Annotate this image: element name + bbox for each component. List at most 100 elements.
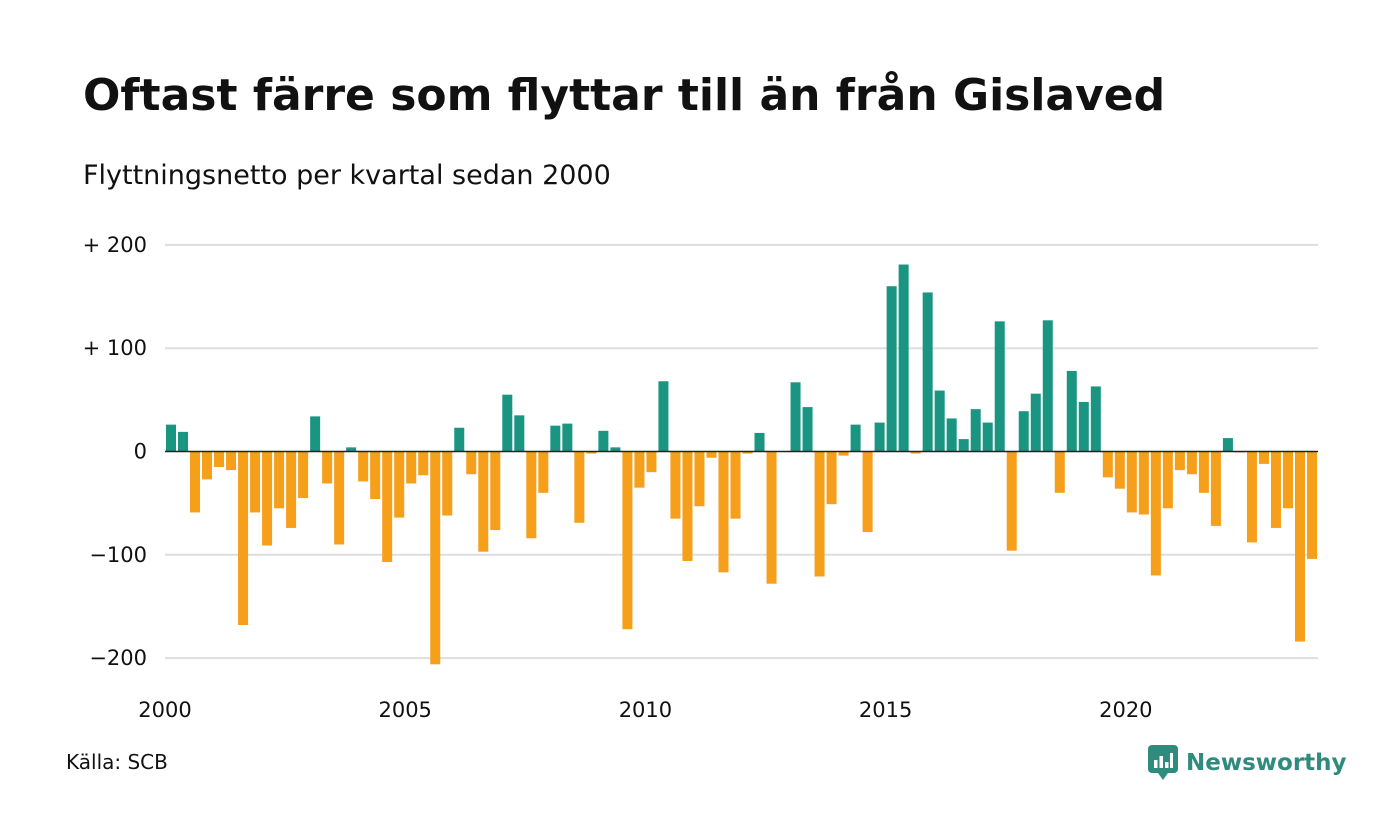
bar <box>826 451 837 505</box>
bar <box>766 451 777 584</box>
bar <box>358 451 369 482</box>
bar <box>874 422 885 452</box>
bar <box>262 451 273 546</box>
y-tick-label: + 100 <box>83 336 147 360</box>
bar <box>886 286 897 452</box>
bar <box>694 451 705 507</box>
x-tick-label: 2020 <box>1099 698 1152 722</box>
bar <box>862 451 873 533</box>
bar <box>166 424 177 452</box>
brand-name: Newsworthy <box>1186 750 1347 776</box>
bar <box>250 451 261 513</box>
bar <box>502 394 513 452</box>
bar <box>394 451 405 518</box>
y-tick-label: −100 <box>89 543 147 567</box>
bar <box>430 451 441 665</box>
bar <box>286 451 297 528</box>
bar <box>634 451 645 488</box>
bar <box>1246 451 1257 543</box>
bar <box>730 451 741 519</box>
bar <box>622 451 633 630</box>
bar <box>1198 451 1209 493</box>
y-tick-label: −200 <box>89 646 147 670</box>
bar <box>742 451 753 454</box>
bar <box>202 451 213 480</box>
bar <box>322 451 333 484</box>
bar <box>1006 451 1017 551</box>
chart-title: Oftast färre som flyttar till än från Gi… <box>83 70 1166 121</box>
bar <box>850 424 861 452</box>
bar <box>1150 451 1161 576</box>
bar <box>538 451 549 493</box>
bar <box>610 447 621 452</box>
bars <box>166 264 1317 665</box>
bar <box>658 381 669 452</box>
bar <box>1054 451 1065 493</box>
bar <box>478 451 489 552</box>
bar <box>1222 438 1233 452</box>
bar <box>274 451 285 509</box>
bar <box>454 427 465 452</box>
bar <box>898 264 909 452</box>
bar <box>226 451 237 471</box>
y-axis-tick-labels: + 200 + 100 0 −100 −200 <box>83 233 147 670</box>
bar <box>1090 386 1101 452</box>
bar <box>682 451 693 561</box>
bar <box>514 415 525 452</box>
bar <box>550 425 561 452</box>
bar <box>370 451 381 500</box>
bar <box>382 451 393 563</box>
bar <box>994 321 1005 452</box>
bar <box>178 431 189 452</box>
bar <box>958 439 969 452</box>
bar <box>214 451 225 467</box>
bar <box>490 451 501 531</box>
bar <box>754 432 765 452</box>
bar <box>706 451 717 458</box>
bar <box>526 451 537 539</box>
bar <box>1174 451 1185 471</box>
bar <box>970 409 981 452</box>
bar <box>298 451 309 498</box>
bar <box>814 451 825 577</box>
bar <box>910 451 921 454</box>
bar <box>1078 401 1089 452</box>
gridlines <box>165 243 1318 660</box>
bar <box>190 451 201 513</box>
bar <box>1114 451 1125 489</box>
bar <box>1258 451 1269 464</box>
bar <box>1162 451 1173 509</box>
y-tick-label: + 200 <box>83 233 147 257</box>
bar <box>922 292 933 452</box>
source-note: Källa: SCB <box>66 750 168 774</box>
x-tick-label: 2010 <box>619 698 672 722</box>
bar <box>1306 451 1317 559</box>
brand-logo: Newsworthy <box>1148 743 1347 783</box>
bar <box>934 390 945 452</box>
bar <box>406 451 417 484</box>
bar <box>442 451 453 516</box>
x-tick-label: 2005 <box>378 698 431 722</box>
bar <box>790 382 801 452</box>
bar-chart: + 200 + 100 0 −100 −200 2000 2005 2010 2015 2020 <box>83 233 1318 722</box>
bar <box>718 451 729 573</box>
bar <box>598 430 609 452</box>
bar <box>1102 451 1113 478</box>
bar <box>1126 451 1137 513</box>
bar <box>1018 411 1029 452</box>
bar <box>1270 451 1281 528</box>
bar <box>418 451 429 476</box>
x-axis-tick-labels: 2000 2005 2010 2015 2020 <box>138 698 1152 722</box>
y-tick-label: 0 <box>134 440 147 464</box>
bar <box>1282 451 1293 509</box>
bar <box>802 407 813 452</box>
bar <box>466 451 477 475</box>
bar <box>1030 393 1041 452</box>
bar <box>1138 451 1149 515</box>
bar <box>1066 370 1077 452</box>
bar <box>1186 451 1197 475</box>
bar <box>670 451 681 519</box>
bar <box>574 451 585 523</box>
chart-subtitle: Flyttningsnetto per kvartal sedan 2000 <box>83 160 611 191</box>
bar <box>982 422 993 452</box>
